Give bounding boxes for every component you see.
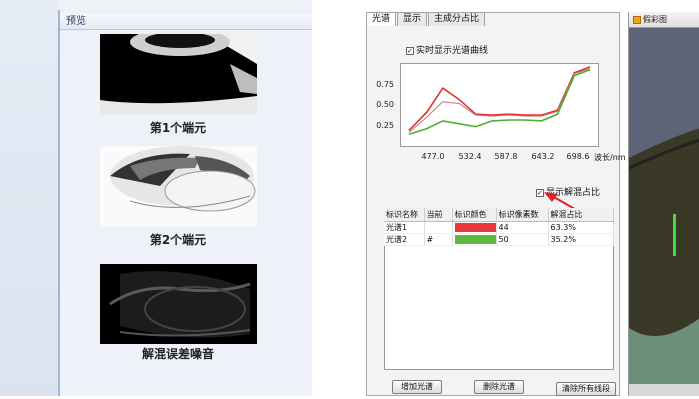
selection-line xyxy=(673,214,676,256)
realtime-curve-option[interactable]: ✓ 实时显示光谱曲线 xyxy=(406,43,488,56)
x-tick-label: 643.2 xyxy=(531,152,555,161)
show-ratio-label: 显示解混占比 xyxy=(546,188,601,198)
show-ratio-option[interactable]: ✓ 显示解混占比 xyxy=(536,185,600,198)
y-tick-label: 0.25 xyxy=(376,121,394,130)
false-color-title: 假彩图 xyxy=(643,15,667,24)
column-header: 标识像素数 xyxy=(496,208,549,222)
realtime-curve-checkbox[interactable]: ✓ xyxy=(406,46,414,55)
column-header: 解混占比 xyxy=(548,208,614,222)
unmixing-ratio: 35.2% xyxy=(548,233,614,246)
unmixing-noise-label: 解混误差噪音 xyxy=(141,347,214,361)
spectrum-color-swatch[interactable] xyxy=(454,222,496,232)
realtime-curve-label: 实时显示光谱曲线 xyxy=(416,46,489,56)
unmixing-noise-image xyxy=(100,264,257,344)
unmixing-ratio: 63.3% xyxy=(548,221,614,234)
tab-display[interactable]: 显示 xyxy=(397,12,428,26)
endmember-2-label: 第2个端元 xyxy=(149,233,207,247)
table-row[interactable]: 光谱1 44 63.3% xyxy=(384,221,614,234)
x-tick-label: 587.8 xyxy=(494,152,518,161)
tab-bar: 光谱 显示 主成分占比 xyxy=(366,12,486,26)
preview-divider xyxy=(58,10,60,396)
spectrum-name: 光谱1 xyxy=(384,221,425,234)
false-color-panel: 假彩图 xyxy=(628,12,699,396)
false-color-image[interactable] xyxy=(628,28,699,396)
delete-spectrum-button[interactable]: 删除光谱 xyxy=(474,380,524,394)
column-header: 标识颜色 xyxy=(452,208,497,222)
preview-side-strip xyxy=(0,0,58,396)
add-spectrum-button[interactable]: 增加光谱 xyxy=(392,380,442,394)
table-row[interactable]: 光谱2 # 50 35.2% xyxy=(384,233,614,246)
spectrum-table: 标识名称 当前 标识颜色 标识像素数 解混占比 光谱1 44 63.3% 光谱2… xyxy=(384,208,614,246)
y-tick-label: 0.75 xyxy=(376,80,394,89)
spectrum-color-swatch[interactable] xyxy=(454,234,496,244)
current-marker xyxy=(424,221,453,234)
clear-lines-button[interactable]: 清除所有线段 xyxy=(556,382,616,396)
endmember-1-label: 第1个端元 xyxy=(149,121,207,135)
current-marker: # xyxy=(424,233,453,246)
column-header: 当前 xyxy=(424,208,453,222)
image-icon xyxy=(633,15,641,24)
preview-title: 预览 xyxy=(60,14,312,30)
tab-spectrum[interactable]: 光谱 xyxy=(366,12,397,26)
x-tick-label: 698.6 xyxy=(566,152,590,161)
show-ratio-checkbox[interactable]: ✓ xyxy=(536,188,544,197)
y-tick-label: 0.50 xyxy=(376,100,394,109)
spectrum-series-line xyxy=(408,68,591,133)
pixel-count: 44 xyxy=(496,221,549,234)
spectrum-name: 光谱2 xyxy=(384,233,425,246)
pixel-count: 50 xyxy=(496,233,549,246)
column-header: 标识名称 xyxy=(384,208,425,222)
spectrum-series-line xyxy=(408,69,591,136)
endmember-1-image xyxy=(100,34,257,114)
x-tick-label: 477.0 xyxy=(421,152,445,161)
x-axis-label: 波长/nm xyxy=(594,153,626,162)
spectrum-chart xyxy=(400,63,599,147)
spectrum-plot xyxy=(408,66,591,136)
endmember-2-image xyxy=(100,146,257,226)
tab-principal-ratio[interactable]: 主成分占比 xyxy=(428,12,486,26)
x-tick-label: 532.4 xyxy=(458,152,482,161)
